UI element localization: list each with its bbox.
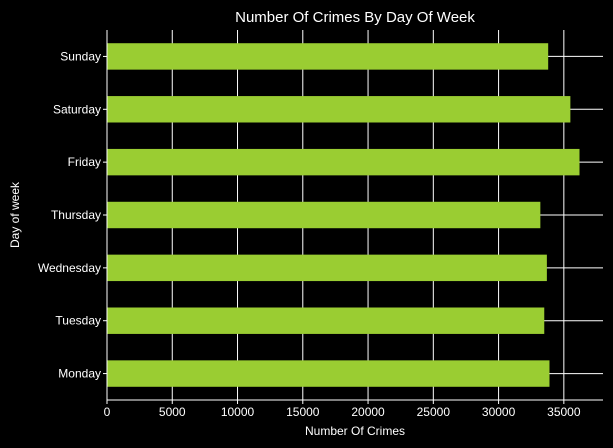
y-tick-label-tuesday: Tuesday bbox=[55, 314, 101, 328]
y-axis-label: Day of week bbox=[8, 181, 22, 248]
x-tick-label: 15000 bbox=[286, 405, 320, 419]
y-tick-label-saturday: Saturday bbox=[53, 102, 101, 116]
bar-sunday bbox=[107, 43, 549, 70]
bar-saturday bbox=[107, 96, 571, 123]
x-tick-label: 0 bbox=[104, 405, 111, 419]
x-tick-label: 20000 bbox=[351, 405, 385, 419]
x-tick-label: 10000 bbox=[221, 405, 255, 419]
bars bbox=[107, 43, 580, 387]
x-tick-label: 35000 bbox=[547, 405, 581, 419]
x-axis-label: Number Of Crimes bbox=[305, 424, 405, 438]
y-tick-label-wednesday: Wednesday bbox=[38, 261, 101, 275]
bar-monday bbox=[107, 360, 550, 387]
y-axis-ticks: Monday Tuesday Wednesday Thursday Friday Satu… bbox=[38, 49, 107, 381]
y-tick-label-friday: Friday bbox=[68, 155, 101, 169]
x-tick-label: 5000 bbox=[159, 405, 186, 419]
y-tick-label-monday: Monday bbox=[58, 367, 101, 381]
chart-title: Number Of Crimes By Day Of Week bbox=[235, 9, 475, 26]
bar-wednesday bbox=[107, 254, 547, 282]
y-tick-label-sunday: Sunday bbox=[60, 49, 101, 63]
x-tick-label: 25000 bbox=[417, 405, 451, 419]
x-axis-ticks: 0 5000 10000 15000 20000 25000 30000 35000 bbox=[104, 400, 581, 419]
bar-thursday bbox=[107, 201, 541, 229]
bar-friday bbox=[107, 148, 580, 176]
x-tick-label: 30000 bbox=[482, 405, 516, 419]
bar-tuesday bbox=[107, 307, 545, 334]
y-tick-label-thursday: Thursday bbox=[51, 208, 101, 222]
